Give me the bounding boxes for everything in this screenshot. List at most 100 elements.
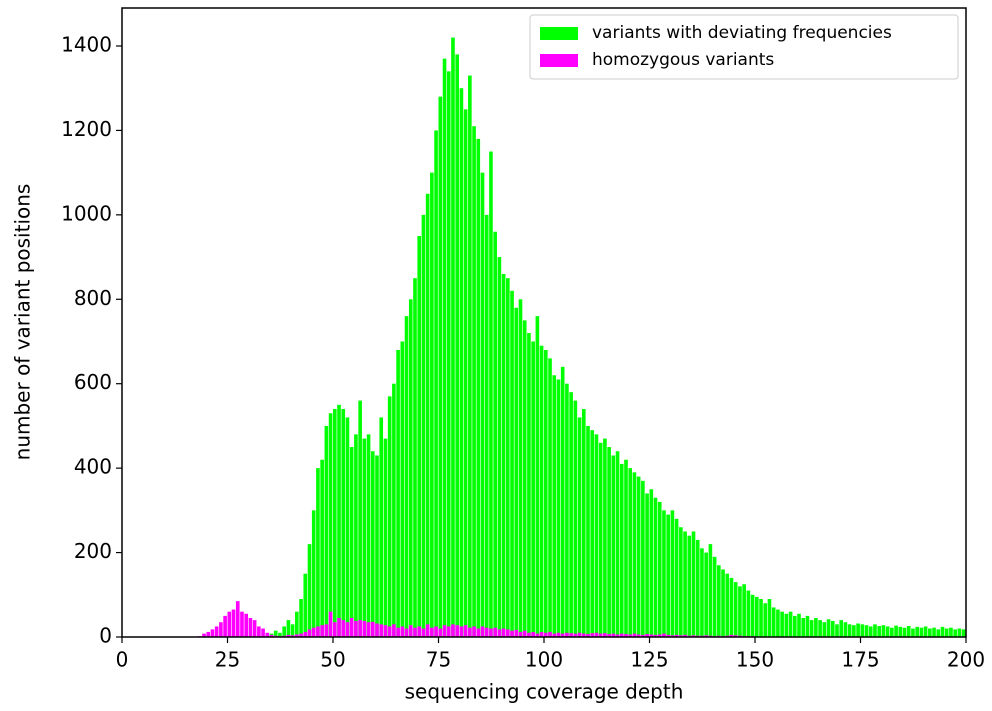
bar <box>278 632 282 637</box>
bar <box>303 631 308 637</box>
bar <box>704 552 708 637</box>
bar <box>873 624 877 637</box>
bar <box>560 366 565 637</box>
legend-label: variants with deviating frequencies <box>592 23 892 43</box>
bar <box>712 556 717 637</box>
bar <box>645 493 649 637</box>
bar <box>687 535 692 637</box>
bar <box>290 635 295 637</box>
bar <box>227 611 232 637</box>
bar <box>619 633 624 637</box>
bar <box>328 413 333 637</box>
bar <box>868 626 873 637</box>
bar <box>257 626 261 637</box>
bar <box>666 514 670 637</box>
bar <box>514 629 519 637</box>
bar <box>725 573 730 637</box>
bar <box>480 626 485 637</box>
bar <box>434 626 438 637</box>
bar <box>527 632 531 637</box>
bar <box>417 626 422 637</box>
bar <box>425 624 430 637</box>
bar <box>560 633 565 637</box>
bar <box>607 447 611 637</box>
bar <box>539 631 544 637</box>
bar <box>404 628 409 637</box>
bar <box>691 531 696 637</box>
bar <box>210 629 215 637</box>
bar <box>446 71 451 638</box>
bar <box>408 299 413 637</box>
bar <box>586 425 590 637</box>
legend-box <box>529 14 959 80</box>
bar <box>387 396 392 637</box>
bar <box>679 635 683 637</box>
bar <box>522 630 527 637</box>
bar <box>252 620 257 637</box>
bar <box>316 468 320 637</box>
bar <box>480 172 485 638</box>
bar <box>459 626 464 637</box>
bar <box>742 584 746 637</box>
bar <box>273 630 278 637</box>
bar <box>531 631 535 637</box>
bar <box>214 626 219 637</box>
bar <box>375 623 379 637</box>
bar <box>430 627 434 637</box>
bar <box>679 527 683 637</box>
bar <box>771 607 776 637</box>
y-tick-label: 800 <box>74 286 112 310</box>
bar <box>379 417 384 637</box>
bar <box>822 622 827 637</box>
bar <box>653 497 658 637</box>
bar <box>544 349 548 637</box>
bar <box>607 634 611 637</box>
bar <box>746 590 751 637</box>
bar <box>691 635 696 637</box>
bar <box>396 349 400 637</box>
bar <box>404 316 409 637</box>
bar <box>624 634 628 637</box>
bar <box>792 615 797 637</box>
bar <box>383 625 388 637</box>
bar <box>455 625 459 637</box>
bar <box>468 75 472 637</box>
bar <box>826 619 831 637</box>
bar <box>776 609 780 637</box>
bar <box>670 510 675 637</box>
bar <box>459 88 464 637</box>
bar <box>265 632 270 637</box>
x-tick-label: 200 <box>947 648 985 672</box>
bar <box>324 624 329 637</box>
y-tick-label: 1000 <box>61 201 112 225</box>
bar <box>341 409 346 637</box>
bar <box>506 629 510 637</box>
bar <box>674 518 679 637</box>
bar <box>594 434 599 637</box>
bar <box>767 599 772 637</box>
bar <box>484 214 489 637</box>
bar <box>514 307 519 637</box>
bar <box>944 628 949 637</box>
bar <box>936 629 941 637</box>
bar <box>510 290 514 637</box>
bar <box>649 489 654 637</box>
bar <box>223 615 227 637</box>
bar <box>641 634 645 637</box>
bar <box>636 476 641 637</box>
bar <box>421 214 426 637</box>
bar <box>721 569 725 637</box>
bar <box>206 631 211 637</box>
bar <box>311 627 316 637</box>
bar <box>472 126 476 637</box>
bar <box>484 627 489 637</box>
bar <box>847 624 852 637</box>
bar <box>632 472 637 637</box>
bar <box>463 109 468 638</box>
bar <box>349 447 354 637</box>
bar <box>362 620 367 637</box>
bar <box>417 235 422 638</box>
bar <box>662 510 666 637</box>
bar <box>392 383 396 637</box>
bar <box>856 623 860 637</box>
